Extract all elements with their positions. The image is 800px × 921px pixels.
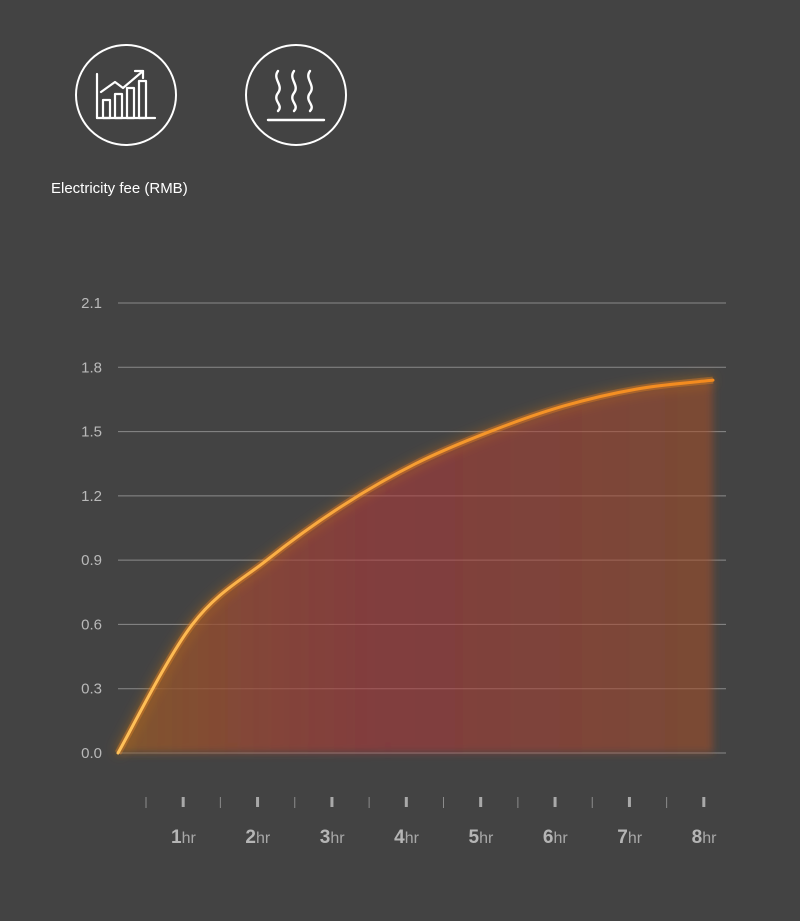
- x-tick-label: 5hr: [469, 827, 494, 848]
- x-tick-mark: [330, 797, 334, 807]
- x-tick-label: 4hr: [394, 827, 419, 848]
- x-tick-label: 7hr: [617, 827, 642, 848]
- x-tick-mark: [666, 797, 668, 808]
- y-tick-label: 1.5: [81, 424, 102, 441]
- x-tick-mark: [443, 797, 444, 808]
- y-tick-label: 2.1: [81, 295, 102, 312]
- x-tick-mark: [256, 797, 260, 807]
- x-tick-mark: [404, 797, 408, 807]
- x-tick-label: 2hr: [245, 827, 270, 848]
- x-tick-mark: [517, 797, 519, 808]
- x-tick-mark: [181, 797, 185, 807]
- x-tick-mark: [702, 797, 706, 807]
- x-tick-label: 6hr: [543, 827, 568, 848]
- y-tick-label: 0.6: [81, 616, 102, 633]
- rising-chart-icon: [75, 44, 177, 146]
- chart-caption: Electricity fee (RMB): [51, 180, 188, 197]
- x-tick-mark: [219, 797, 221, 808]
- x-tick-mark: [294, 797, 296, 808]
- x-tick-label: 3hr: [320, 827, 345, 848]
- x-tick-mark: [479, 797, 483, 807]
- heat-waves-icon: [245, 44, 347, 146]
- y-tick-label: 1.2: [81, 488, 102, 505]
- y-tick-label: 0.3: [81, 681, 102, 698]
- y-tick-label: 1.8: [81, 359, 102, 376]
- x-tick-mark: [145, 797, 147, 808]
- x-tick-mark: [591, 797, 593, 808]
- x-tick-mark: [627, 797, 631, 807]
- x-tick-mark: [553, 797, 557, 807]
- x-tick-mark: [368, 797, 370, 808]
- y-tick-label: 0.9: [81, 552, 102, 569]
- area-fill: [118, 380, 713, 753]
- x-tick-label: 1hr: [171, 827, 196, 848]
- x-tick-label: 8hr: [692, 827, 717, 848]
- series-line: [116, 378, 715, 755]
- y-tick-label: 0.0: [81, 745, 102, 762]
